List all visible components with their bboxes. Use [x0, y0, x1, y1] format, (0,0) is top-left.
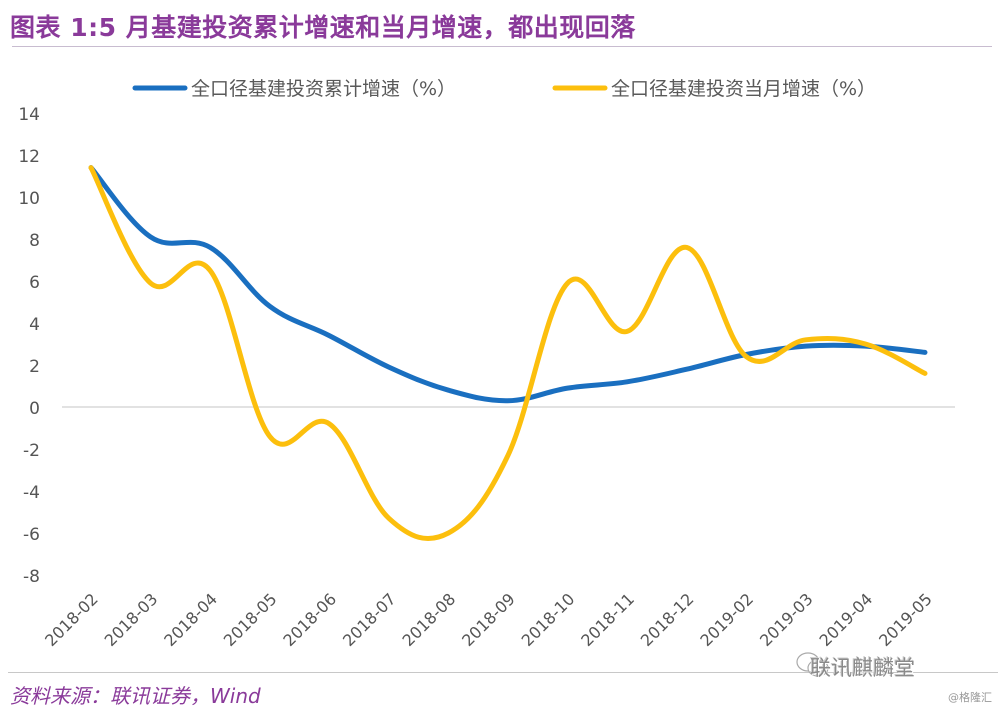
source-note: 资料来源：联讯证券，Wind [10, 684, 261, 708]
y-tick-label: 6 [29, 273, 40, 293]
y-tick-label: -4 [23, 483, 40, 503]
wechat-icon [796, 652, 829, 677]
x-tick-label: 2018-04 [160, 589, 221, 650]
title-divider [12, 46, 992, 47]
series-line-cumulative [88, 165, 928, 404]
y-tick-label: -8 [23, 567, 40, 587]
y-tick-label: 0 [29, 399, 40, 419]
figure-title: 图表 1:5 月基建投资累计增速和当月增速，都出现回落 [10, 13, 636, 42]
credit: @格隆汇 [948, 691, 992, 704]
x-axis: 2018-022018-032018-042018-052018-062018-… [41, 589, 936, 650]
y-tick-label: 4 [29, 315, 40, 335]
x-tick-label: 2019-05 [875, 589, 936, 650]
legend-label: 全口径基建投资当月增速（%） [611, 78, 876, 100]
y-tick-label: 14 [18, 105, 40, 125]
y-tick-label: 2 [29, 357, 40, 377]
series-lines [88, 165, 928, 542]
watermark: 联讯麒麟堂 [810, 656, 915, 680]
x-tick-label: 2018-08 [399, 589, 460, 650]
x-tick-label: 2018-12 [637, 589, 698, 650]
x-tick-label: 2019-03 [756, 589, 817, 650]
x-tick-label: 2019-02 [696, 589, 757, 650]
x-tick-label: 2019-04 [816, 589, 877, 650]
x-tick-label: 2018-09 [458, 589, 519, 650]
y-tick-label: 12 [18, 147, 40, 167]
x-tick-label: 2018-02 [41, 589, 102, 650]
x-tick-label: 2018-11 [577, 589, 638, 650]
y-tick-label: 10 [18, 189, 40, 209]
legend: 全口径基建投资累计增速（%） 全口径基建投资当月增速（%） [132, 78, 876, 100]
legend-label: 全口径基建投资累计增速（%） [191, 78, 456, 100]
y-tick-label: -2 [23, 441, 40, 461]
x-tick-label: 2018-05 [220, 589, 281, 650]
y-tick-label: -6 [23, 525, 40, 545]
y-tick-label: 8 [29, 231, 40, 251]
x-tick-label: 2018-07 [339, 589, 400, 650]
series-line-monthly [88, 165, 928, 542]
x-tick-label: 2018-06 [279, 589, 340, 650]
x-tick-label: 2018-10 [518, 589, 579, 650]
y-axis: 14 12 10 8 6 4 2 0 -2 -4 -6 -8 [18, 105, 40, 587]
footer-divider [8, 672, 998, 673]
x-tick-label: 2018-03 [101, 589, 162, 650]
